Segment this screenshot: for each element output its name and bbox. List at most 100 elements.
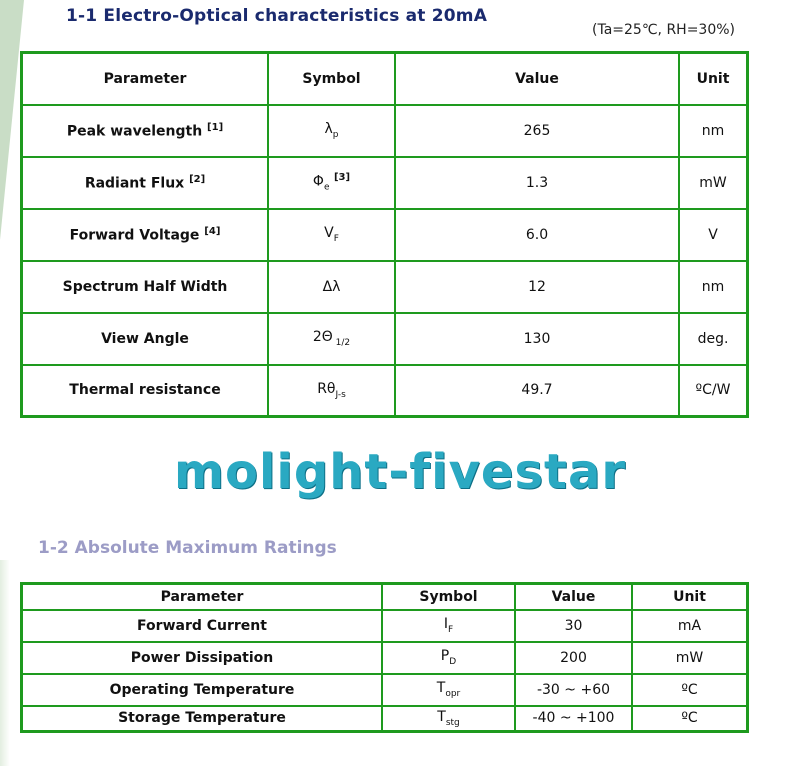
symbol-cell: RθJ-s: [267, 363, 396, 418]
parameter-name: Spectrum Half Width: [62, 278, 228, 295]
header-value: Value: [514, 582, 633, 611]
header-symbol: Symbol: [267, 51, 396, 106]
value-cell: 6.0: [394, 207, 680, 262]
unit-cell: mW: [678, 155, 749, 210]
table-header-row: Parameter Symbol Value Unit: [20, 51, 749, 106]
value-cell: 12: [394, 259, 680, 314]
symbol-cell: Φe [3]: [267, 155, 396, 210]
symbol-cell: PD: [381, 640, 516, 675]
unit-cell: mA: [631, 608, 749, 643]
value-cell: 1.3: [394, 155, 680, 210]
table-row: Forward Voltage [4] VF 6.0 V: [20, 207, 749, 262]
value-cell: 30: [514, 608, 633, 643]
unit-cell: ºC: [631, 704, 749, 733]
parameter-name: Thermal resistance: [69, 382, 221, 399]
parameter-name: Forward Current: [137, 617, 267, 634]
parameter-name: Operating Temperature: [109, 681, 295, 698]
test-conditions: (Ta=25℃, RH=30%): [592, 22, 736, 38]
value-cell: -30 ~ +60: [514, 672, 633, 707]
parameter-cell: Thermal resistance: [20, 363, 269, 418]
symbol: P: [440, 648, 450, 665]
parameter-name: Peak wavelength: [66, 123, 203, 140]
parameter-cell: Forward Voltage [4]: [20, 207, 269, 262]
symbol: T: [437, 708, 446, 725]
unit-cell: nm: [678, 103, 749, 158]
value-cell: -40 ~ +100: [514, 704, 633, 733]
symbol-footnote: [3]: [333, 172, 351, 184]
symbol-cell: 2Θ 1/2: [267, 311, 396, 366]
table-row: Spectrum Half Width Δλ 12 nm: [20, 259, 749, 314]
unit-cell: nm: [678, 259, 749, 314]
parameter-name: Power Dissipation: [130, 649, 274, 666]
header-symbol: Symbol: [381, 582, 516, 611]
table-row: Forward Current IF 30 mA: [20, 608, 749, 643]
table-row: Power Dissipation PD 200 mW: [20, 640, 749, 675]
parameter-name: Radiant Flux: [84, 175, 185, 192]
unit-cell: ºC: [631, 672, 749, 707]
symbol: 2Θ: [312, 329, 333, 346]
value-cell: 49.7: [394, 363, 680, 418]
symbol-subscript: D: [449, 656, 457, 667]
parameter-cell: Peak wavelength [1]: [20, 103, 269, 158]
symbol-cell: Tstg: [381, 704, 516, 733]
symbol: V: [324, 225, 334, 242]
table-row: Operating Temperature Topr -30 ~ +60 ºC: [20, 672, 749, 707]
header-value: Value: [394, 51, 680, 106]
value-cell: 130: [394, 311, 680, 366]
symbol-subscript: 1/2: [332, 337, 351, 348]
table-row: View Angle 2Θ 1/2 130 deg.: [20, 311, 749, 366]
header-parameter: Parameter: [20, 51, 269, 106]
symbol-cell: VF: [267, 207, 396, 262]
parameter-cell: Forward Current: [20, 608, 383, 643]
parameter-cell: Radiant Flux [2]: [20, 155, 269, 210]
unit-cell: mW: [631, 640, 749, 675]
unit-cell: V: [678, 207, 749, 262]
symbol-subscript: stg: [445, 717, 460, 728]
electro-optical-table: Parameter Symbol Value Unit Peak wavelen…: [20, 51, 749, 418]
table-row: Thermal resistance RθJ-s 49.7 ºC/W: [20, 363, 749, 418]
section2-title: 1-2 Absolute Maximum Ratings: [38, 538, 337, 558]
symbol-subscript: J-s: [335, 389, 346, 400]
unit-cell: ºC/W: [678, 363, 749, 418]
symbol-subscript: e: [323, 182, 330, 193]
table-row: Radiant Flux [2] Φe [3] 1.3 mW: [20, 155, 749, 210]
symbol-cell: λp: [267, 103, 396, 158]
left-decoration-bottom: [0, 560, 10, 766]
parameter-name: Storage Temperature: [118, 710, 286, 727]
table-row: Storage Temperature Tstg -40 ~ +100 ºC: [20, 704, 749, 733]
symbol-subscript: F: [447, 624, 454, 635]
parameter-cell: Storage Temperature: [20, 704, 383, 733]
table-row: Peak wavelength [1] λp 265 nm: [20, 103, 749, 158]
symbol: Rθ: [317, 380, 336, 397]
symbol: Δλ: [322, 278, 341, 295]
parameter-name: View Angle: [101, 330, 189, 347]
parameter-name: Forward Voltage: [69, 227, 200, 244]
parameter-cell: Spectrum Half Width: [20, 259, 269, 314]
parameter-cell: Operating Temperature: [20, 672, 383, 707]
value-cell: 265: [394, 103, 680, 158]
header-unit: Unit: [631, 582, 749, 611]
footnote-ref: [2]: [189, 173, 206, 185]
section1-title: 1-1 Electro-Optical characteristics at 2…: [66, 6, 488, 26]
symbol: I: [443, 616, 448, 633]
symbol-subscript: F: [333, 233, 339, 244]
symbol-cell: Δλ: [267, 259, 396, 314]
symbol: Φ: [312, 173, 324, 190]
parameter-cell: Power Dissipation: [20, 640, 383, 675]
unit-cell: deg.: [678, 311, 749, 366]
symbol: λ: [324, 121, 333, 138]
watermark: molight-fivestar: [173, 444, 627, 500]
footnote-ref: [4]: [204, 225, 221, 237]
footnote-ref: [1]: [207, 121, 224, 133]
symbol-subscript: p: [332, 129, 339, 140]
table-header-row: Parameter Symbol Value Unit: [20, 582, 749, 611]
symbol: T: [436, 680, 446, 697]
header-parameter: Parameter: [20, 582, 383, 611]
symbol-subscript: opr: [445, 688, 461, 699]
symbol-cell: Topr: [381, 672, 516, 707]
symbol-cell: IF: [381, 608, 516, 643]
value-cell: 200: [514, 640, 633, 675]
parameter-cell: View Angle: [20, 311, 269, 366]
header-unit: Unit: [678, 51, 749, 106]
absolute-max-ratings-table: Parameter Symbol Value Unit Forward Curr…: [20, 582, 749, 733]
